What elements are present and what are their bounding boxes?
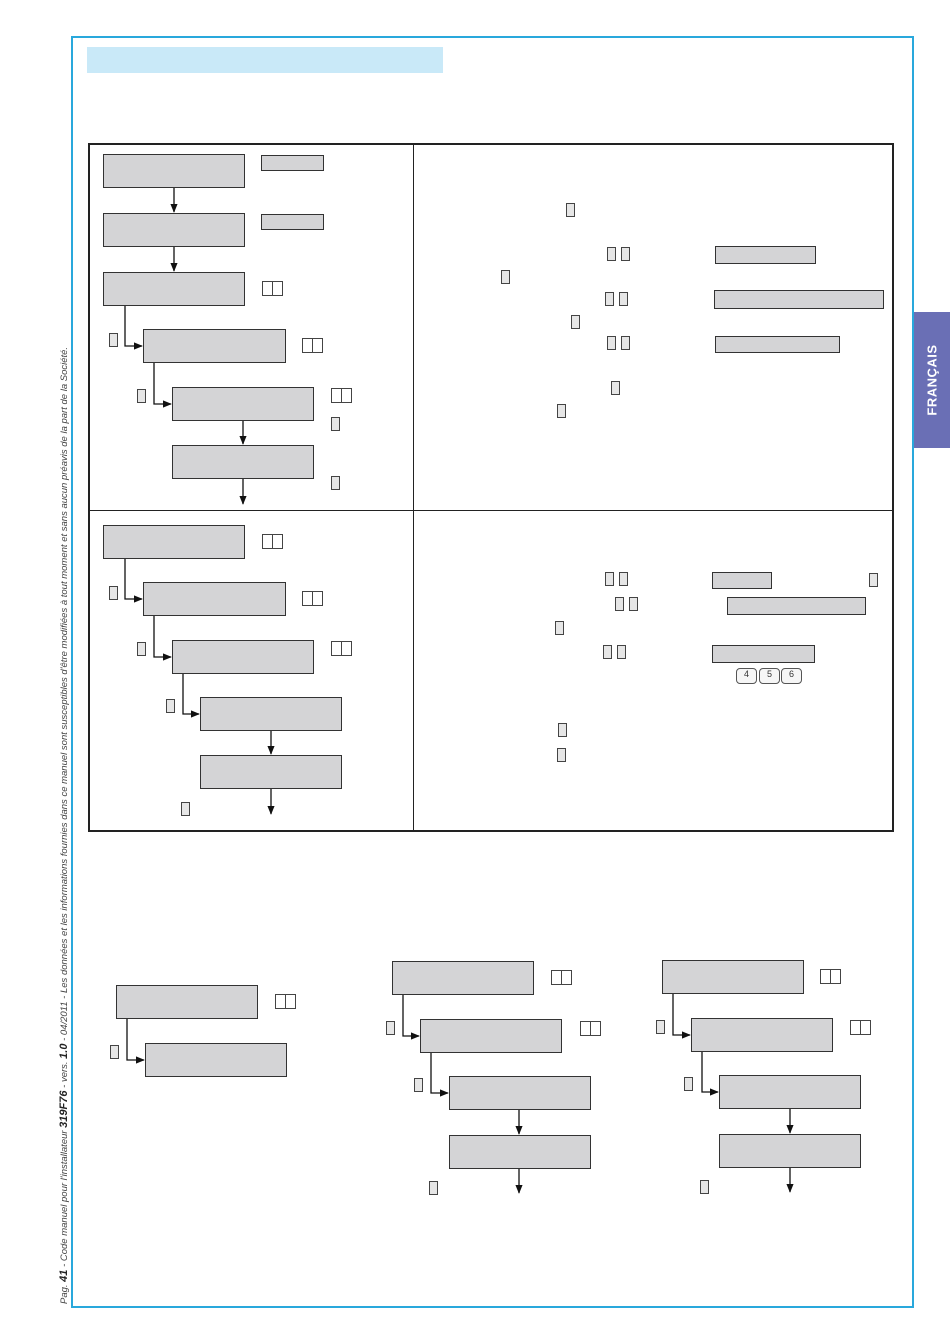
display-step-box — [719, 1134, 861, 1168]
key-icon — [166, 699, 175, 713]
page-frame — [71, 36, 914, 1308]
label-bar — [714, 290, 884, 309]
key-icon — [619, 572, 628, 586]
label-bar — [712, 645, 815, 663]
key-icon — [605, 292, 614, 306]
label-bar — [712, 572, 772, 589]
double-key-icon — [331, 641, 352, 656]
key-icon — [429, 1181, 438, 1195]
display-step-box — [662, 960, 804, 994]
double-key-icon — [262, 534, 283, 549]
keypad-key-4: 4 — [736, 668, 757, 684]
display-step-box — [145, 1043, 287, 1077]
key-icon — [137, 389, 146, 403]
display-step-box — [103, 213, 245, 247]
double-key-icon — [331, 388, 352, 403]
display-step-box — [172, 640, 314, 674]
display-step-box — [200, 697, 342, 731]
key-icon — [386, 1021, 395, 1035]
key-icon — [501, 270, 510, 284]
display-step-box — [420, 1019, 562, 1053]
display-step-box — [143, 329, 286, 363]
display-step-box — [392, 961, 534, 995]
key-icon — [621, 336, 630, 350]
display-step-box — [200, 755, 342, 789]
double-key-icon — [850, 1020, 871, 1035]
key-icon — [869, 573, 878, 587]
double-key-icon — [302, 338, 323, 353]
display-step-box — [143, 582, 286, 616]
key-icon — [615, 597, 624, 611]
key-icon — [611, 381, 620, 395]
double-key-icon — [580, 1021, 601, 1036]
key-icon — [181, 802, 190, 816]
table-column-divider — [413, 144, 414, 831]
key-icon — [617, 645, 626, 659]
key-icon — [700, 1180, 709, 1194]
key-icon — [109, 586, 118, 600]
key-icon — [110, 1045, 119, 1059]
key-icon — [619, 292, 628, 306]
display-step-box — [172, 387, 314, 421]
key-icon — [557, 404, 566, 418]
key-icon — [109, 333, 118, 347]
key-icon — [331, 417, 340, 431]
display-step-box — [449, 1076, 591, 1110]
display-step-box — [172, 445, 314, 479]
key-icon — [555, 621, 564, 635]
key-icon — [603, 645, 612, 659]
double-key-icon — [302, 591, 323, 606]
key-icon — [137, 642, 146, 656]
key-icon — [566, 203, 575, 217]
keypad-key-6: 6 — [781, 668, 802, 684]
key-icon — [656, 1020, 665, 1034]
label-bar — [715, 336, 840, 353]
double-key-icon — [551, 970, 572, 985]
label-bar — [727, 597, 866, 615]
language-tab: FRANÇAIS — [914, 312, 950, 448]
table-row-divider — [89, 510, 893, 511]
key-icon — [607, 247, 616, 261]
key-icon — [684, 1077, 693, 1091]
key-icon — [558, 723, 567, 737]
display-step-box — [103, 154, 245, 188]
display-step-box — [103, 272, 245, 306]
key-icon — [331, 476, 340, 490]
key-icon — [607, 336, 616, 350]
key-icon — [571, 315, 580, 329]
double-key-icon — [262, 281, 283, 296]
label-bar — [261, 155, 324, 171]
display-step-box — [116, 985, 258, 1019]
double-key-icon — [275, 994, 296, 1009]
display-step-box — [449, 1135, 591, 1169]
label-bar — [261, 214, 324, 230]
section-title-band — [87, 47, 443, 73]
procedure-table — [88, 143, 894, 832]
key-icon — [629, 597, 638, 611]
display-step-box — [719, 1075, 861, 1109]
keypad-key-5: 5 — [759, 668, 780, 684]
key-icon — [605, 572, 614, 586]
display-step-box — [103, 525, 245, 559]
double-key-icon — [820, 969, 841, 984]
display-step-box — [691, 1018, 833, 1052]
key-icon — [414, 1078, 423, 1092]
key-icon — [557, 748, 566, 762]
key-icon — [621, 247, 630, 261]
label-bar — [715, 246, 816, 264]
